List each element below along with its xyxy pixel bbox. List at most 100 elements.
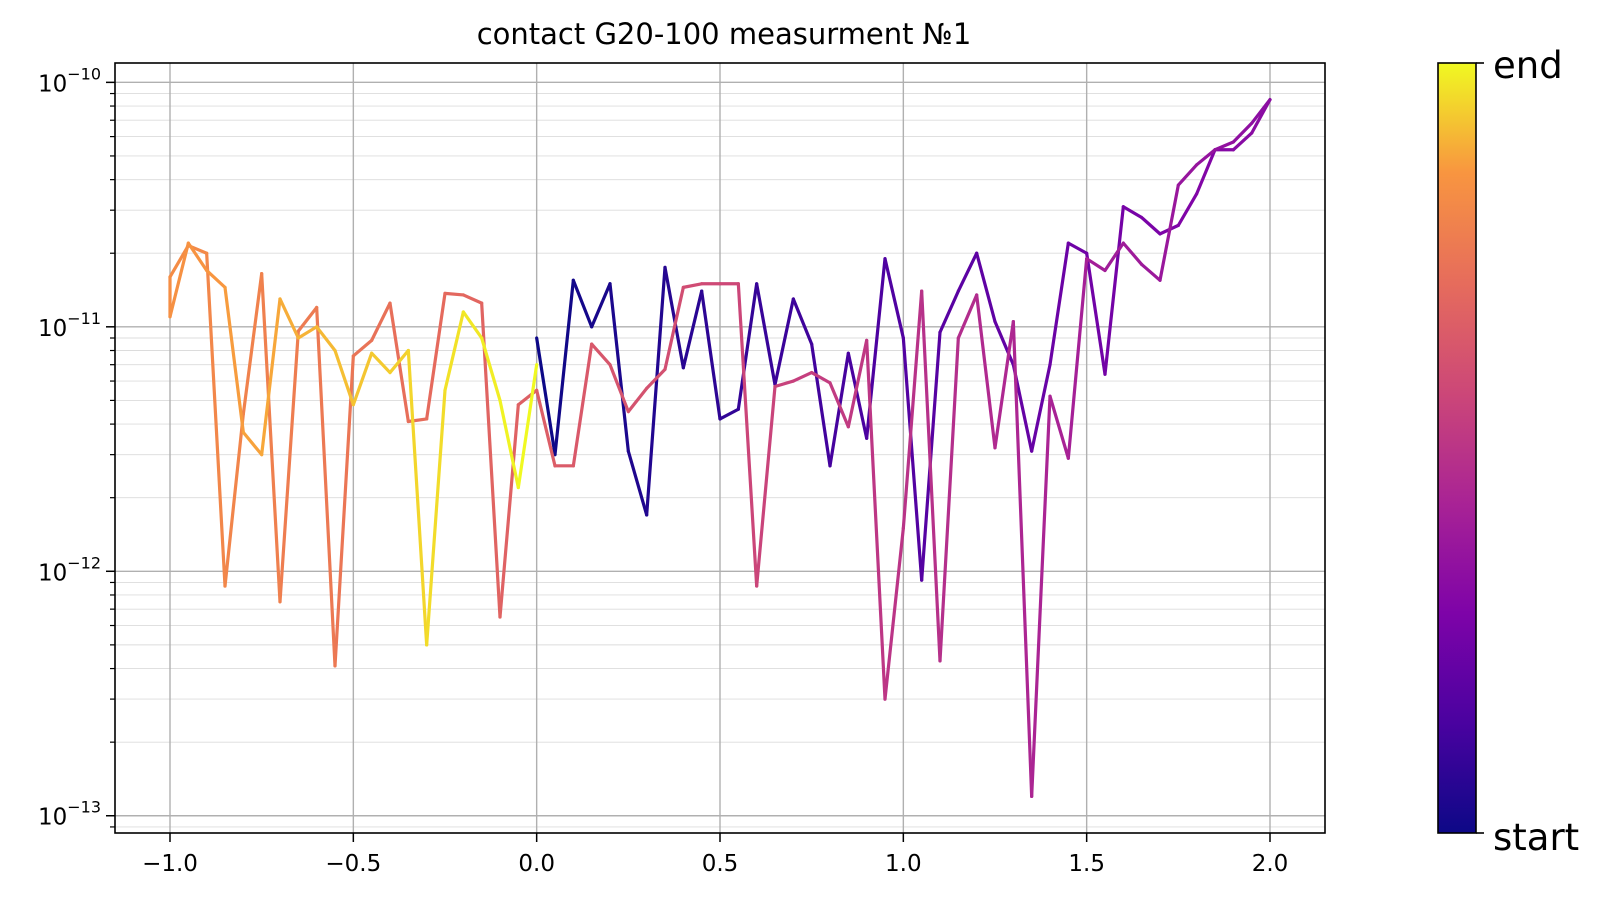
series-segment <box>681 289 704 370</box>
series-segment <box>370 351 392 375</box>
series-segment <box>736 282 759 411</box>
series-segment <box>993 320 1015 367</box>
series-segment <box>425 291 447 421</box>
series-segment <box>810 342 832 468</box>
series-segment <box>1030 363 1052 453</box>
series-segment <box>700 289 722 421</box>
series-segment <box>663 285 685 371</box>
series-segment <box>1103 241 1125 273</box>
colorbar-end-label: end <box>1493 44 1563 87</box>
series-segment <box>846 338 869 429</box>
series-segment <box>205 251 227 588</box>
series-segment <box>645 367 667 390</box>
series-segment <box>938 336 960 663</box>
series-segment <box>1140 215 1162 236</box>
series-segment <box>278 329 300 604</box>
series-segment <box>260 297 282 457</box>
x-tick-label: 0.0 <box>518 851 555 877</box>
series-segment <box>388 348 410 375</box>
series-segment <box>1103 205 1125 376</box>
series-segment <box>461 293 484 305</box>
series-segment <box>920 289 942 663</box>
series-segment <box>296 325 319 340</box>
series-segment <box>1048 394 1070 460</box>
series-segment <box>681 282 704 289</box>
y-tick-label: 10−13 <box>38 798 101 831</box>
series-segment <box>461 310 484 340</box>
series-segment <box>516 363 539 490</box>
y-tick-label: 10−10 <box>38 64 101 97</box>
series-segment <box>901 289 924 530</box>
series-segment <box>1048 241 1070 367</box>
x-tick-label: 1.0 <box>885 851 922 877</box>
x-tick-label: −1.0 <box>142 851 198 877</box>
series-segment <box>223 412 245 588</box>
data-series <box>168 98 1272 798</box>
series-segment <box>663 265 685 370</box>
series-segment <box>1011 320 1034 798</box>
series-segment <box>590 282 612 329</box>
series-segment <box>975 251 997 324</box>
series-segment <box>1231 121 1254 144</box>
y-tick-label: 10−11 <box>38 309 101 342</box>
series-segment <box>1176 192 1199 227</box>
series-segment <box>938 289 960 334</box>
series-segment <box>1250 98 1272 125</box>
series-segment <box>883 526 905 701</box>
x-tick-label: −0.5 <box>325 851 381 877</box>
series-segment <box>535 388 557 468</box>
series-segment <box>241 430 264 457</box>
series-segment <box>846 351 869 440</box>
series-segment <box>1085 257 1107 273</box>
axis-ticks: 10−10 10−11 10−12 10−13 −1.0 −0.5 0.0 0.5 1.0 1.5… <box>38 64 1288 877</box>
series-segment <box>333 354 355 668</box>
series-segment <box>278 297 300 340</box>
x-tick-label: 0.5 <box>702 851 739 877</box>
series-segment <box>791 370 814 383</box>
series-segment <box>1195 148 1217 196</box>
series-segment <box>645 265 667 517</box>
series-segment <box>1176 163 1199 187</box>
series-segment <box>975 293 997 450</box>
series-segment <box>571 278 594 329</box>
series-segment <box>1140 262 1162 282</box>
series-segment <box>425 388 447 647</box>
series-segment <box>608 363 630 414</box>
series-segment <box>755 384 777 588</box>
series-segment <box>351 338 374 358</box>
series-segment <box>626 386 649 414</box>
series-segment <box>535 336 557 457</box>
series-segment <box>626 449 649 517</box>
series-segment <box>406 348 429 647</box>
chart-title: contact G20-100 measurment №1 <box>477 17 972 51</box>
series-segment <box>315 325 337 353</box>
colorbar-gradient <box>1437 62 1477 834</box>
x-tick-label: 1.5 <box>1068 851 1105 877</box>
series-segment <box>168 241 190 319</box>
series-segment <box>590 342 612 367</box>
series-segment <box>315 305 337 668</box>
series-segment <box>1066 257 1089 460</box>
series-segment <box>608 282 630 453</box>
series-segment <box>1121 241 1144 267</box>
series-segment <box>791 297 814 346</box>
series-segment <box>498 403 520 619</box>
series-segment <box>498 398 520 490</box>
series-segment <box>773 297 795 387</box>
series-segment <box>1213 140 1235 152</box>
series-segment <box>351 351 374 407</box>
series-segment <box>553 278 575 457</box>
series-segment <box>241 272 264 416</box>
series-segment <box>883 257 905 340</box>
series-segment <box>480 336 502 403</box>
series-segment <box>755 282 777 387</box>
series-segment <box>480 301 502 619</box>
series-segment <box>956 293 979 340</box>
series-segment <box>1158 183 1180 282</box>
series-segment <box>443 291 465 297</box>
series-segment <box>993 320 1015 450</box>
series-segment <box>571 342 594 468</box>
series-segment <box>1030 394 1052 798</box>
y-tick-label: 10−12 <box>38 553 101 586</box>
